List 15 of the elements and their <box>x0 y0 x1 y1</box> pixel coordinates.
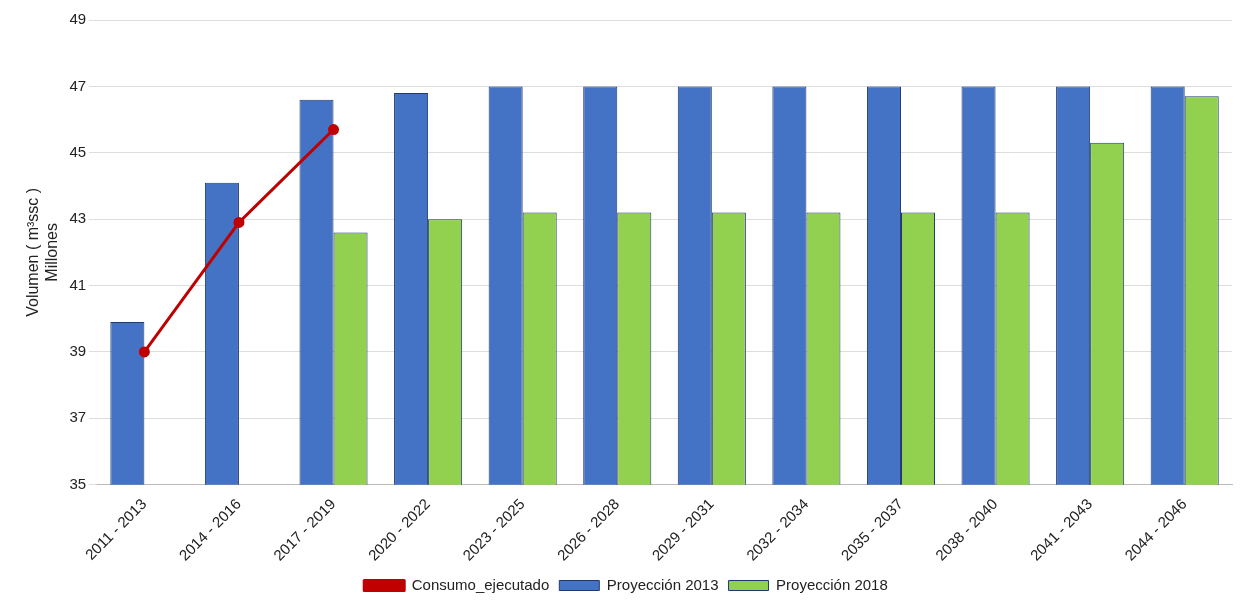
y-tick-label: 45 <box>69 142 87 160</box>
y-tick-label: 43 <box>69 209 87 227</box>
y-tick-label: 47 <box>69 76 87 94</box>
y-tick-label: 41 <box>69 275 87 293</box>
legend-label: Proyección 2013 <box>606 575 719 593</box>
y-axis-title: Volumen ( m³ssc ) Millones <box>24 187 61 317</box>
legend-label: Proyección 2018 <box>776 575 888 593</box>
y-tick-label: 49 <box>69 10 87 28</box>
point <box>138 346 150 358</box>
y-tick-label: 37 <box>69 408 87 426</box>
y-tick-label: 39 <box>69 342 87 360</box>
y-tick-label: 35 <box>69 474 87 492</box>
point <box>328 124 340 136</box>
legend-label: Consumo_ejecutado <box>411 575 550 593</box>
point <box>233 216 245 228</box>
